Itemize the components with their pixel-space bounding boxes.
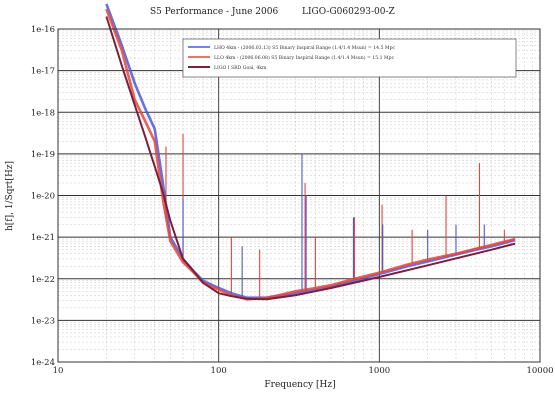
y-axis-label: h[f], 1/Sqrt[Hz] bbox=[5, 161, 15, 231]
legend-entry: LIGO I SRD Goal, 4km bbox=[214, 65, 267, 71]
legend-box bbox=[182, 38, 517, 78]
plot-frame bbox=[57, 28, 541, 363]
x-axis-label: Frequency [Hz] bbox=[264, 380, 335, 390]
y-tick-labels: 1e-16 1e-17 1e-18 1e-19 1e-20 1e-21 1e-22 1e-23… bbox=[31, 25, 55, 368]
line-spikes bbox=[165, 134, 505, 299]
legend: LHO 4km - (2006.03.13) S5 Binary Inspira… bbox=[182, 38, 517, 78]
y-tick-label: 1e-24 bbox=[31, 358, 55, 368]
series-line bbox=[105, 16, 516, 301]
legend-entry: LLO 4km - (2006.06.08) S5 Binary Inspira… bbox=[214, 54, 395, 61]
series-lines bbox=[105, 3, 516, 301]
legend-entry: LHO 4km - (2006.03.13) S5 Binary Inspira… bbox=[214, 44, 396, 51]
chart-title: S5 Performance - June 2006 bbox=[150, 7, 278, 17]
y-tick-label: 1e-22 bbox=[31, 275, 55, 285]
y-tick-label: 1e-16 bbox=[31, 25, 55, 35]
x-tick-label: 100 bbox=[211, 366, 227, 376]
x-tick-label: 10 bbox=[53, 366, 64, 376]
y-tick-label: 1e-20 bbox=[31, 192, 55, 202]
y-tick-label: 1e-23 bbox=[31, 316, 55, 326]
x-tick-label: 1000 bbox=[369, 366, 391, 376]
y-tick-label: 1e-17 bbox=[31, 67, 55, 77]
y-tick-label: 1e-21 bbox=[31, 233, 55, 243]
y-tick-label: 1e-19 bbox=[31, 150, 55, 160]
y-tick-label: 1e-18 bbox=[31, 108, 55, 118]
document-id: LIGO-G060293-00-Z bbox=[302, 7, 395, 17]
x-tick-label: 10000 bbox=[526, 366, 553, 376]
x-tick-labels: 10 100 1000 10000 bbox=[53, 366, 554, 376]
